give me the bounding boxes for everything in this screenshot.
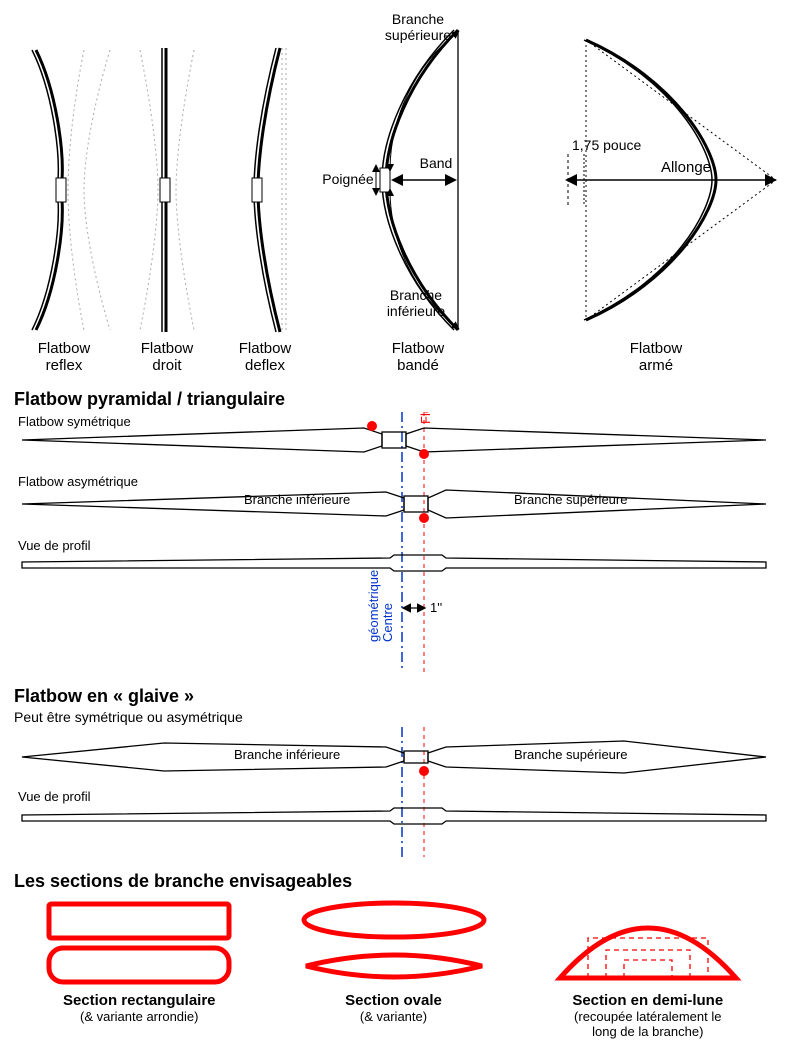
fleche-lbl: Flèche <box>418 412 433 424</box>
bs1: Branche supérieure <box>514 492 627 507</box>
flatbow-arme: Allonge 1,75 pouce Flatbowarmé <box>526 10 786 375</box>
glaive-title: Flatbow en « glaive » <box>14 686 773 707</box>
asym-lbl: Flatbow asymétrique <box>18 474 138 489</box>
droit-l2: droit <box>152 357 181 374</box>
reflex-l2: reflex <box>46 357 83 374</box>
section-ovale-svg <box>294 898 494 988</box>
profil2: Vue de profil <box>18 789 91 804</box>
band-lbl: Band <box>420 155 453 171</box>
reflex-l1: Flatbow <box>38 340 91 357</box>
demi-note2: long de la branche) <box>592 1024 703 1039</box>
pouce-lbl: 1,75 pouce <box>572 137 641 153</box>
flatbow-arme-svg: Allonge 1,75 pouce <box>526 10 786 340</box>
deflex-l2: deflex <box>245 357 285 374</box>
flatbow-reflex: Flatbowreflex <box>14 40 114 375</box>
sections-heading: Les sections de branche envisageables <box>14 871 773 892</box>
section-rect: Section rectangulaire (& variante arrond… <box>14 898 264 1039</box>
section-demi-svg <box>548 898 748 988</box>
flatbow-deflex-svg <box>220 40 310 340</box>
centre1: Centre <box>380 602 395 641</box>
flatbow-reflex-svg <box>14 40 114 340</box>
flatbow-droit: Flatbowdroit <box>122 40 212 375</box>
glaive-sub: Peut être symétrique ou asymétrique <box>14 709 773 725</box>
bande-l2: bandé <box>397 357 439 374</box>
bi2: Branche inférieure <box>234 747 340 762</box>
rect-note: (& variante arrondie) <box>80 1009 199 1024</box>
flatbow-bande: Branche supérieure Branche inférieure Po… <box>318 10 518 375</box>
arme-l2: armé <box>639 357 673 374</box>
sections-row: Section rectangulaire (& variante arrond… <box>14 898 773 1039</box>
flatbow-droit-svg <box>122 40 212 340</box>
arme-l1: Flatbow <box>630 340 683 357</box>
centre2: géométrique <box>366 569 381 641</box>
binf2: inférieure <box>387 303 446 319</box>
bande-l1: Flatbow <box>392 340 445 357</box>
poignee-lbl: Poignée <box>322 171 374 187</box>
flatbow-bande-svg: Branche supérieure Branche inférieure Po… <box>318 10 518 340</box>
ovale-title: Section ovale <box>345 992 442 1009</box>
bow-profiles-row: Flatbowreflex Flatbowdroit Flatbowdeflex <box>14 10 773 375</box>
bi1: Branche inférieure <box>244 492 350 507</box>
flatbow-deflex: Flatbowdeflex <box>220 40 310 375</box>
binf1: Branche <box>390 287 442 303</box>
allonge-lbl: Allonge <box>661 159 711 176</box>
one-inch: 1'' <box>430 600 442 615</box>
droit-l1: Flatbow <box>141 340 194 357</box>
section-ovale: Section ovale (& variante) <box>268 898 518 1039</box>
demi-note1: (recoupée latéralement le <box>574 1009 721 1024</box>
bsup1: Branche <box>392 11 444 27</box>
bsup2: supérieure <box>385 27 451 43</box>
profil1: Vue de profil <box>18 538 91 553</box>
deflex-l1: Flatbow <box>239 340 292 357</box>
section-rect-svg <box>39 898 239 988</box>
bs2: Branche supérieure <box>514 747 627 762</box>
pyramidal-title: Flatbow pyramidal / triangulaire <box>14 389 773 410</box>
ovale-note: (& variante) <box>360 1009 427 1024</box>
sym-lbl: Flatbow symétrique <box>18 414 131 429</box>
section-demi: Section en demi-lune (recoupée latéralem… <box>523 898 773 1039</box>
planviews-glaive-svg: Branche inférieure Branche supérieure Vu… <box>14 727 774 857</box>
rect-title: Section rectangulaire <box>63 992 216 1009</box>
planviews-pyramidal-svg: Flatbow symétrique Flèche Flatbow asymét… <box>14 412 774 672</box>
demi-title: Section en demi-lune <box>572 992 723 1009</box>
